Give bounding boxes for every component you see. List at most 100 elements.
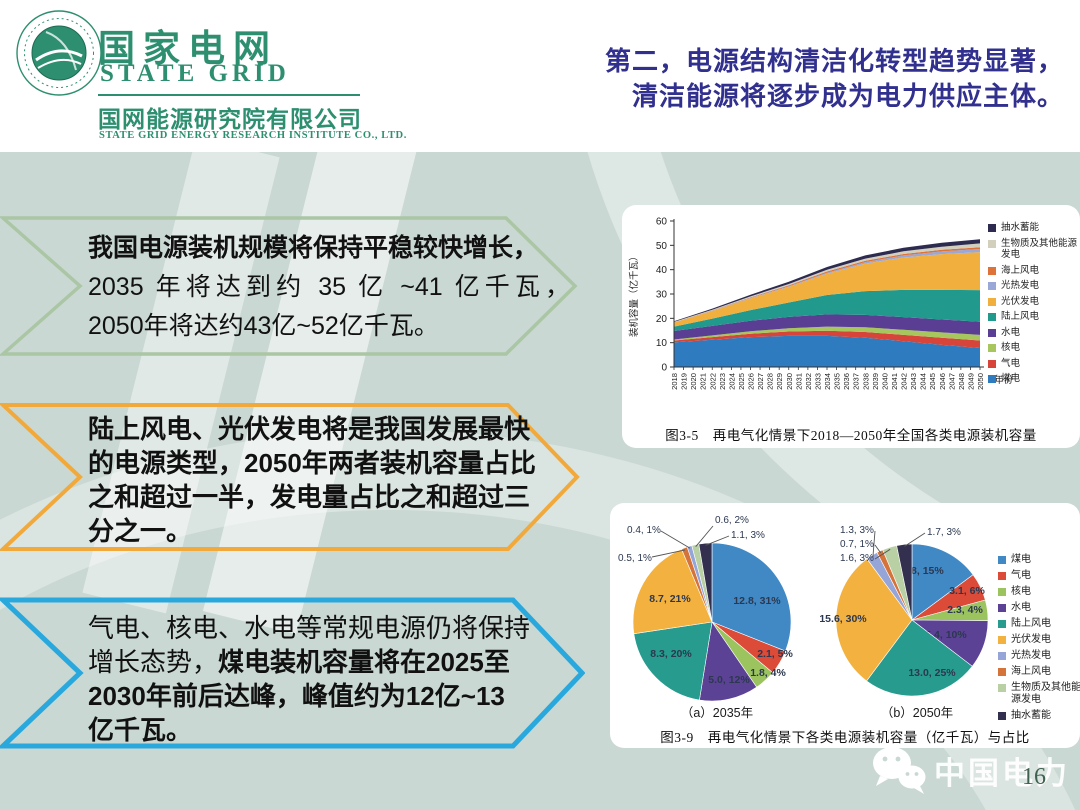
figure-caption-3-9: 图3-9 再电气化情景下各类电源装机容量（亿千瓦）与占比 — [660, 730, 1030, 745]
svg-text:2022: 2022 — [708, 373, 717, 390]
svg-text:2026: 2026 — [747, 373, 756, 390]
pie-subcaption: （a）2035年 — [681, 706, 753, 720]
slide-title-line1: 第二，电源结构清洁化转型趋势显著， — [604, 46, 1064, 76]
pie-label: 0.4, 1% — [627, 525, 661, 536]
logo-text-cn: 国家电网 — [98, 28, 278, 69]
area-series-煤电 — [674, 335, 980, 367]
svg-text:2036: 2036 — [842, 373, 851, 390]
legend-item-气电: 气电 — [988, 358, 1080, 370]
legend-label: 核电 — [1011, 586, 1031, 597]
svg-text:2040: 2040 — [880, 373, 889, 390]
legend-swatch — [988, 239, 996, 248]
banner-arrow-outline — [0, 403, 580, 551]
legend-label: 光伏发电 — [1011, 634, 1051, 645]
legend-label: 核电 — [1001, 342, 1021, 353]
legend-swatch — [988, 328, 996, 337]
pie-label: 0.6, 2% — [715, 515, 749, 526]
legend-label: 陆上风电 — [1001, 311, 1040, 322]
svg-text:10: 10 — [656, 338, 668, 349]
legend-label: 生物质及其他能源发电 — [1001, 237, 1078, 261]
legend-swatch — [988, 313, 996, 321]
legend-swatch — [988, 344, 996, 352]
pie-slice-陆上风电 — [866, 619, 973, 697]
area-series-核电 — [674, 326, 980, 341]
svg-text:年份: 年份 — [994, 374, 1014, 386]
pie-slice-煤电 — [711, 542, 792, 652]
legend-label: 气电 — [1011, 570, 1031, 581]
svg-text:2029: 2029 — [775, 373, 784, 390]
svg-text:2033: 2033 — [813, 373, 822, 390]
legend-item-煤电: 煤电 — [998, 554, 1080, 566]
pie-label: 8.7, 21% — [649, 593, 691, 605]
legend-swatch — [988, 266, 996, 275]
legend-swatch — [988, 224, 996, 232]
svg-text:2043: 2043 — [909, 373, 918, 390]
legend-label: 生物质及其他能源发电 — [1011, 682, 1080, 705]
legend-label: 光伏发电 — [1001, 295, 1040, 307]
svg-text:2024: 2024 — [727, 373, 736, 390]
org-name-en: STATE GRID ENERGY RESEARCH INSTITUTE CO.… — [99, 130, 407, 141]
svg-text:2020: 2020 — [689, 373, 698, 390]
svg-text:2049: 2049 — [966, 373, 975, 390]
svg-text:0: 0 — [661, 363, 667, 374]
legend-item-海上风电: 海上风电 — [998, 666, 1080, 678]
legend-item-光热发电: 光热发电 — [988, 280, 1080, 292]
pie-chart-2050: 7.8, 15%3.1, 6%2.3, 4%5.4, 10%13.0, 25%1… — [819, 525, 989, 720]
pie-label: 2.1, 5% — [757, 648, 793, 660]
legend-item-光热发电: 光热发电 — [998, 650, 1080, 662]
legend-swatch — [998, 668, 1006, 676]
header: 国家电网 STATE GRID 国网能源研究院有限公司 STATE GRID E… — [0, 0, 1080, 152]
pie-label: 1.3, 3% — [840, 525, 874, 536]
svg-text:2027: 2027 — [756, 373, 765, 390]
legend-item-水电: 水电 — [988, 327, 1080, 339]
banner-text: 气电、核电、水电等常规电源仍将保持 增长态势，煤电装机容量将在2025至 2030年… — [88, 613, 531, 745]
legend-label: 海上风电 — [1011, 666, 1051, 677]
banner-coal-peak: 气电、核电、水电等常规电源仍将保持 增长态势，煤电装机容量将在2025至 2030年… — [0, 597, 585, 749]
pie-slice-煤电 — [911, 543, 974, 621]
pie-chart-2035: 12.8, 31% 2.1, 5% 1.8, 4%5.0, 12% 8.3, 20% 8… — [618, 515, 793, 720]
logo-text-en: STATE GRID — [100, 60, 290, 87]
pie-label: 1.8, 4% — [750, 667, 786, 679]
slide-title: 第二，电源结构清洁化转型趋势显著， 清洁能源将逐步成为电力供应主体。 — [605, 44, 1064, 114]
background-stripe — [202, 125, 418, 635]
svg-text:2038: 2038 — [861, 373, 870, 390]
svg-text:2028: 2028 — [766, 373, 775, 390]
banner-text: 陆上风电、光伏发电将是我国发展最快 的电源类型，2050年两者装机容量占比 之和超过… — [88, 414, 536, 546]
legend-swatch — [998, 652, 1006, 660]
svg-text:2039: 2039 — [871, 373, 880, 390]
svg-text:50: 50 — [656, 241, 668, 252]
svg-text:2050: 2050 — [976, 373, 985, 390]
svg-text:2035: 2035 — [833, 373, 842, 390]
legend-item-生物质及其他能源发电: 生物质及其他能源发电 — [988, 238, 1080, 261]
legend-item-光伏发电: 光伏发电 — [988, 296, 1080, 308]
pie-label: 7.8, 15% — [902, 565, 944, 577]
legend-swatch — [988, 297, 996, 306]
legend-item-生物质及其他能源发电: 生物质及其他能源发电 — [998, 682, 1080, 706]
svg-text:2042: 2042 — [900, 373, 909, 390]
svg-text:2021: 2021 — [699, 373, 708, 390]
legend-swatch — [998, 684, 1006, 692]
svg-text:40: 40 — [656, 265, 668, 276]
legend-item-抽水蓄能: 抽水蓄能 — [998, 710, 1080, 722]
legend-label: 抽水蓄能 — [1001, 222, 1040, 233]
svg-text:30: 30 — [656, 290, 668, 301]
svg-text:2019: 2019 — [680, 373, 689, 390]
svg-text:2025: 2025 — [737, 373, 746, 390]
banner-installed-capacity-growth: 我国电源装机规模将保持平稳较快增长， 2035 年将达到约 35 亿 ~41 亿千… — [0, 215, 578, 357]
svg-text:60: 60 — [656, 217, 668, 228]
pie-chart-legend: 煤电气电核电水电陆上风电光伏发电光热发电海上风电生物质及其他能源发电抽水蓄能 — [998, 552, 1080, 724]
legend-swatch — [988, 282, 996, 290]
banner-arrow-outline — [0, 216, 578, 356]
svg-text:2023: 2023 — [718, 373, 727, 390]
legend-item-水电: 水电 — [998, 602, 1080, 614]
svg-text:2047: 2047 — [947, 373, 956, 390]
legend-item-煤电: 煤电 — [988, 373, 1080, 385]
svg-text:2046: 2046 — [938, 373, 947, 390]
pie-slice-抽水蓄能 — [896, 543, 913, 621]
svg-text:2018: 2018 — [670, 373, 679, 390]
legend-label: 陆上风电 — [1011, 618, 1051, 629]
legend-label: 水电 — [1001, 326, 1021, 338]
pie-slice-水电 — [699, 621, 758, 702]
